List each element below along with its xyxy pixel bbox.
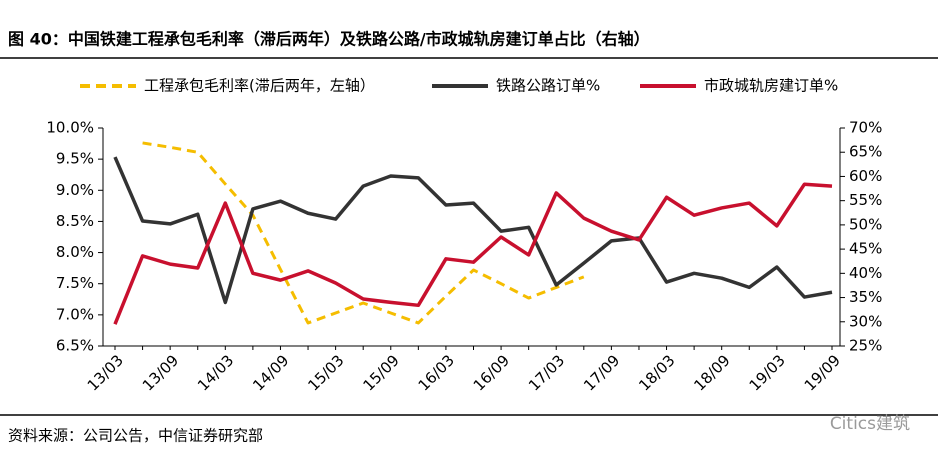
y2-tick-label: 65%: [849, 143, 882, 161]
y2-tick-label: 40%: [849, 264, 882, 282]
series-line: [113, 156, 833, 305]
y2-tick-label: 30%: [849, 312, 882, 330]
x-tick-label: 19/03: [746, 351, 789, 394]
x-tick-label: 13/09: [139, 351, 182, 394]
x-tick-label: 15/03: [304, 351, 347, 394]
y-tick-label: 6.5%: [56, 337, 94, 355]
y-tick-label: 10.0%: [46, 119, 94, 137]
y2-tick-label: 55%: [849, 191, 882, 209]
y2-tick-label: 25%: [849, 337, 882, 355]
y2-tick-label: 70%: [849, 119, 882, 137]
x-tick-label: 16/03: [415, 351, 458, 394]
x-tick-label: 18/09: [690, 351, 733, 394]
x-tick-label: 15/09: [359, 351, 402, 394]
x-tick-label: 17/09: [580, 351, 623, 394]
x-tick-label: 16/09: [470, 351, 513, 394]
chart-title: 图 40：中国铁建工程承包毛利率（滞后两年）及铁路公路/市政城轨房建订单占比（右…: [8, 30, 650, 49]
y-tick-label: 7.0%: [56, 305, 94, 323]
series-line: [142, 141, 585, 325]
x-tick-label: 14/03: [194, 351, 237, 394]
y-tick-label: 9.0%: [56, 181, 94, 199]
y2-tick-label: 35%: [849, 288, 882, 306]
y2-tick-label: 50%: [849, 215, 882, 233]
legend-label: 铁路公路订单%: [496, 77, 600, 95]
y-tick-label: 8.5%: [56, 212, 94, 230]
y-tick-label: 9.5%: [56, 150, 94, 168]
series-line: [113, 182, 833, 325]
y2-tick-label: 60%: [849, 167, 882, 185]
legend-label: 工程承包毛利率(滞后两年，左轴）: [144, 77, 375, 95]
x-tick-label: 19/09: [801, 351, 844, 394]
legend-label: 市政城轨房建订单%: [704, 77, 838, 95]
y-tick-label: 8.0%: [56, 243, 94, 261]
x-tick-label: 14/09: [249, 351, 292, 394]
x-tick-label: 13/03: [84, 351, 127, 394]
x-tick-label: 18/03: [635, 351, 678, 394]
y-tick-label: 7.5%: [56, 274, 94, 292]
source: 资料来源：公司公告，中信证券研究部: [8, 427, 263, 445]
watermark: Citics建筑: [830, 414, 910, 434]
x-tick-label: 17/03: [525, 351, 568, 394]
y2-tick-label: 45%: [849, 240, 882, 258]
